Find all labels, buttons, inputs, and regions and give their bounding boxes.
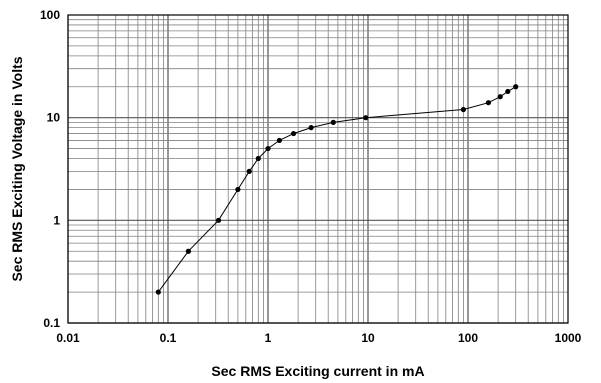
data-point (460, 106, 467, 113)
data-point (363, 115, 369, 121)
data-point (215, 217, 222, 223)
x-tick-label: 0.1 (160, 331, 177, 345)
data-point (155, 289, 161, 295)
data-point (235, 186, 241, 193)
data-points (155, 84, 519, 295)
y-axis-title: Sec RMS Exciting Voltage in Volts (9, 56, 25, 281)
x-tick-label: 1000 (555, 331, 582, 345)
plot-frame (67, 14, 569, 324)
data-point (276, 137, 282, 144)
data-point (290, 130, 297, 137)
data-point (505, 88, 511, 95)
data-point (330, 119, 336, 125)
y-tick-labels: 0.1 1 10 100 (40, 8, 60, 330)
data-point (513, 84, 519, 90)
grid-lines (67, 15, 568, 324)
data-point (265, 145, 271, 152)
x-tick-label: 100 (458, 331, 478, 345)
y-tick-label: 1 (53, 213, 60, 227)
x-axis-title: Sec RMS Exciting current in mA (211, 363, 424, 379)
y-tick-label: 0.1 (43, 316, 60, 330)
data-point (185, 248, 192, 254)
data-point (308, 125, 314, 131)
y-tick-label: 100 (40, 8, 60, 22)
data-point (246, 168, 252, 174)
x-tick-label: 10 (361, 331, 375, 345)
data-point (497, 94, 503, 100)
x-tick-labels: 0.01 0.1 1 10 100 1000 (56, 331, 581, 345)
data-point (485, 100, 492, 106)
y-tick-label: 10 (47, 111, 61, 125)
x-tick-label: 0.01 (56, 331, 80, 345)
x-tick-label: 1 (265, 331, 272, 345)
data-point (255, 155, 261, 162)
